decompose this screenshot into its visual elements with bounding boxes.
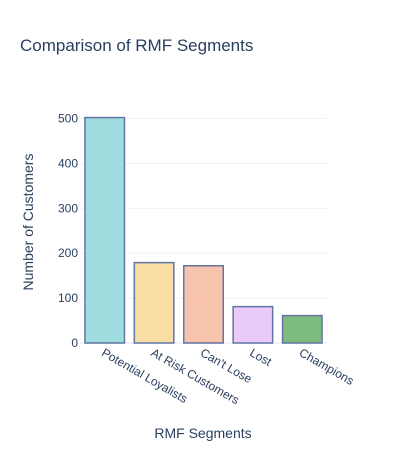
y-axis-title: Number of Customers (20, 154, 36, 291)
bar-lost[interactable] (232, 305, 274, 344)
y-tick-label: 500 (58, 111, 78, 125)
y-tick-label: 0 (71, 336, 78, 350)
chart-title: Comparison of RMF Segments (20, 36, 253, 55)
bar-potential-loyalists[interactable] (84, 116, 126, 344)
x-tick-label: Lost (247, 345, 274, 369)
bar-can-t-lose[interactable] (182, 265, 225, 344)
x-tick-label: Champions (297, 345, 357, 387)
bar-champions[interactable] (281, 314, 323, 344)
y-tick-label: 400 (58, 156, 78, 170)
bar-at-risk-customers[interactable] (133, 261, 175, 344)
x-tick-label: At Risk Customers (149, 345, 242, 407)
y-tick-label: 300 (58, 201, 78, 215)
bars (84, 116, 323, 344)
x-axis-title: RMF Segments (154, 425, 251, 441)
x-tick-label: Potential Loyalists (99, 345, 190, 405)
y-tick-labels: 0 100 200 300 400 500 (58, 111, 78, 350)
y-tick-label: 200 (58, 246, 78, 260)
y-tick-label: 100 (58, 291, 78, 305)
